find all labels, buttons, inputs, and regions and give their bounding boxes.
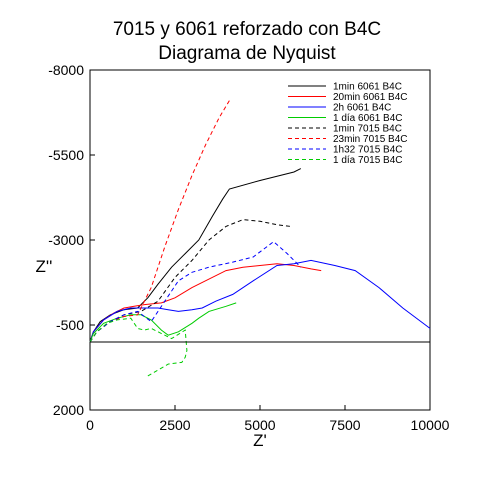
y-axis-ticks: -8000 -5500 -3000 -500 2000 xyxy=(48,62,95,418)
y-tick-label: 2000 xyxy=(53,402,84,418)
plot-frame xyxy=(89,69,431,411)
x-axis-label: Z' xyxy=(253,431,267,450)
y-tick-label: -3000 xyxy=(48,232,84,248)
legend-label: 1min 6061 B4C xyxy=(333,82,402,93)
y-tick-label: -5500 xyxy=(48,147,84,163)
x-tick-label: 7500 xyxy=(329,417,360,433)
legend-label: 1min 7015 B4C xyxy=(333,124,402,135)
series-line-4 xyxy=(89,302,237,343)
y-tick-label: -500 xyxy=(56,317,84,333)
y-axis-label: Z'' xyxy=(36,257,53,276)
series-line-7 xyxy=(89,241,302,343)
x-axis-ticks: 0 2500 5000 7500 10000 xyxy=(86,405,450,433)
legend-label: 20min 6061 B4C xyxy=(333,92,408,103)
y-tick-label: -8000 xyxy=(48,62,84,78)
series-line-6 xyxy=(89,100,230,343)
legend-label: 1 día 7015 B4C xyxy=(333,155,403,166)
series-line-8 xyxy=(89,317,188,377)
legend-label: 1h32 7015 B4C xyxy=(333,145,403,156)
x-tick-label: 5000 xyxy=(244,417,275,433)
series-layer xyxy=(89,100,431,377)
x-tick-label: 10000 xyxy=(411,417,450,433)
x-tick-label: 2500 xyxy=(159,417,190,433)
legend-label: 2h 6061 B4C xyxy=(333,103,391,114)
plot-area xyxy=(89,69,431,411)
x-tick-label: 0 xyxy=(86,417,94,433)
legend-label: 23min 7015 B4C xyxy=(333,134,408,145)
chart-subtitle: Diagrama de Nyquist xyxy=(158,43,336,64)
legend-label: 1 día 6061 B4C xyxy=(333,113,403,124)
series-line-3 xyxy=(89,259,431,343)
chart-title: 7015 y 6061 reforzado con B4C xyxy=(113,19,381,40)
